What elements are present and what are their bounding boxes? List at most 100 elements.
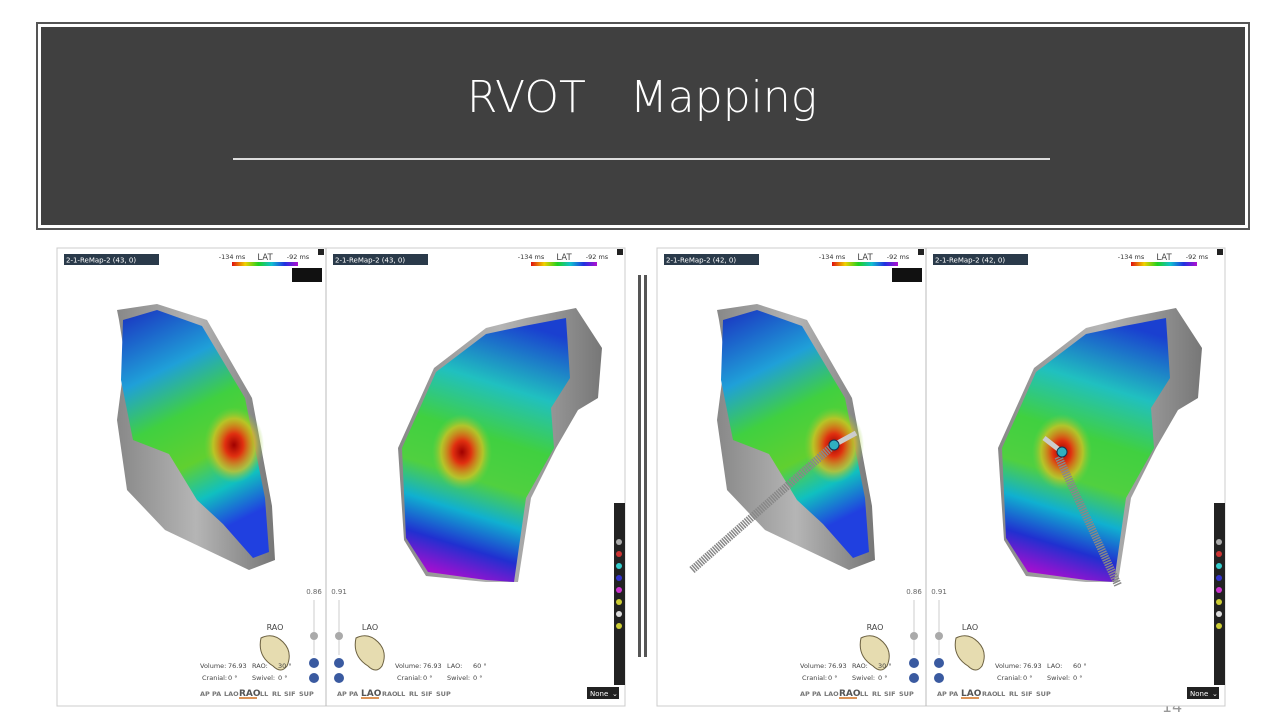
catheter bbox=[689, 440, 839, 573]
view-label: LAO bbox=[362, 623, 378, 632]
cranial-label: Cranial: bbox=[802, 674, 827, 682]
side-dot bbox=[616, 539, 622, 545]
cranial-label: Cranial: bbox=[997, 674, 1022, 682]
view-button[interactable]: AP bbox=[937, 690, 947, 698]
dropdown-arrow: ⌄ bbox=[1212, 690, 1218, 698]
angle: 60 ° bbox=[473, 662, 487, 670]
side-dot bbox=[1216, 575, 1222, 581]
view-button[interactable]: RL bbox=[409, 690, 418, 698]
side-dot bbox=[616, 599, 622, 605]
cranial: 0 ° bbox=[828, 674, 837, 682]
view-button[interactable]: PA bbox=[949, 690, 958, 698]
view-button[interactable]: AP bbox=[337, 690, 347, 698]
view-button[interactable]: LAO bbox=[961, 689, 982, 699]
cranial-label: Cranial: bbox=[202, 674, 227, 682]
view-button[interactable]: SUP bbox=[299, 690, 314, 698]
view-button[interactable]: PA bbox=[212, 690, 221, 698]
angle: 60 ° bbox=[1073, 662, 1087, 670]
close-box bbox=[918, 249, 924, 255]
zoom-value: 0.86 bbox=[906, 588, 922, 596]
lat-max: -92 ms bbox=[887, 253, 910, 261]
dropdown-arrow: ⌄ bbox=[612, 690, 618, 698]
view-button[interactable]: SIF bbox=[1021, 690, 1033, 698]
view-button[interactable]: SIF bbox=[884, 690, 896, 698]
view-button[interactable]: SUP bbox=[436, 690, 451, 698]
view-button[interactable]: AP bbox=[200, 690, 210, 698]
swivel: 0 ° bbox=[473, 674, 482, 682]
screenshot: None ⌄ 2-1-ReMap-2 (42, 0) -134 ms LAT -92 ms… bbox=[656, 247, 1226, 707]
header-box bbox=[41, 27, 1245, 225]
view-button[interactable]: LL bbox=[260, 690, 268, 698]
swivel: 0 ° bbox=[1073, 674, 1082, 682]
volume: 76.93 bbox=[423, 662, 442, 670]
volume: 76.93 bbox=[828, 662, 847, 670]
map-name-box bbox=[64, 254, 159, 265]
side-dot bbox=[616, 587, 622, 593]
zoom-value: 0.86 bbox=[306, 588, 322, 596]
side-dot bbox=[616, 563, 622, 569]
angle-label: RAO: bbox=[852, 662, 868, 670]
dropdown-text: None bbox=[1190, 690, 1208, 698]
map-name-box bbox=[333, 254, 428, 265]
view-button[interactable]: SUP bbox=[899, 690, 914, 698]
view-button[interactable]: RL bbox=[1009, 690, 1018, 698]
map-name: 2-1-ReMap-2 (43, 0) bbox=[335, 257, 405, 265]
toolbar-icon bbox=[892, 268, 922, 282]
close-box bbox=[617, 249, 623, 255]
electrode bbox=[1056, 446, 1068, 458]
view-label: RAO bbox=[267, 623, 284, 632]
cranial: 0 ° bbox=[1023, 674, 1032, 682]
nav-button bbox=[934, 658, 944, 668]
view-button[interactable]: LAO bbox=[361, 689, 382, 699]
map-name: 2-1-ReMap-2 (42, 0) bbox=[935, 257, 1005, 265]
lat-min: -134 ms bbox=[819, 253, 846, 261]
view-button[interactable]: AP bbox=[800, 690, 810, 698]
view-button[interactable]: RAO bbox=[239, 689, 261, 699]
map-panel: 2-1-ReMap-2 (42, 0) -134 ms LAT -92 ms 0.86 R… bbox=[664, 249, 924, 699]
lat-map bbox=[721, 310, 869, 558]
map-name: 2-1-ReMap-2 (42, 0) bbox=[666, 257, 736, 265]
view-button[interactable]: RL bbox=[272, 690, 281, 698]
lat-min: -134 ms bbox=[518, 253, 545, 261]
view-button[interactable]: SIF bbox=[284, 690, 296, 698]
angle: 30 ° bbox=[878, 662, 892, 670]
side-dot bbox=[1216, 599, 1222, 605]
view-button[interactable]: RL bbox=[872, 690, 881, 698]
view-button[interactable]: RAO bbox=[839, 689, 861, 699]
side-dot bbox=[1216, 551, 1222, 557]
map-panel: 2-1-ReMap-2 (43, 0) -134 ms LAT -92 ms 0.86 R… bbox=[64, 249, 324, 699]
dropdown-text: None bbox=[590, 690, 608, 698]
lat-max: -92 ms bbox=[1186, 253, 1209, 261]
view-button[interactable]: LAO bbox=[224, 690, 239, 698]
view-button[interactable]: LL bbox=[860, 690, 868, 698]
zoom-knob bbox=[935, 632, 943, 640]
view-button[interactable]: SIF bbox=[421, 690, 433, 698]
view-button[interactable]: LL bbox=[997, 690, 1005, 698]
map-panel: 2-1-ReMap-2 (42, 0) -134 ms LAT -92 ms 0.91 L… bbox=[931, 249, 1223, 699]
side-panel bbox=[1214, 503, 1225, 685]
view-button[interactable]: LL bbox=[397, 690, 405, 698]
view-button[interactable]: SUP bbox=[1036, 690, 1051, 698]
angle-label: RAO: bbox=[252, 662, 268, 670]
close-box bbox=[318, 249, 324, 255]
swivel-label: Swivel: bbox=[1047, 674, 1070, 682]
swivel: 0 ° bbox=[278, 674, 287, 682]
view-button[interactable]: LAO bbox=[824, 690, 839, 698]
map-name: 2-1-ReMap-2 (43, 0) bbox=[66, 257, 136, 265]
side-dot bbox=[616, 611, 622, 617]
volume-label: Volume: bbox=[800, 662, 826, 670]
volume-label: Volume: bbox=[200, 662, 226, 670]
view-button[interactable]: RAO bbox=[382, 690, 398, 698]
view-button[interactable]: PA bbox=[349, 690, 358, 698]
volume: 76.93 bbox=[1023, 662, 1042, 670]
nav-button bbox=[309, 658, 319, 668]
lat-label: LAT bbox=[257, 253, 273, 263]
view-button[interactable]: RAO bbox=[982, 690, 998, 698]
nav-button bbox=[334, 673, 344, 683]
view-button[interactable]: PA bbox=[812, 690, 821, 698]
divider bbox=[644, 275, 647, 657]
side-dot bbox=[616, 575, 622, 581]
volume-label: Volume: bbox=[395, 662, 421, 670]
close-box bbox=[1217, 249, 1223, 255]
angle-label: LAO: bbox=[447, 662, 462, 670]
